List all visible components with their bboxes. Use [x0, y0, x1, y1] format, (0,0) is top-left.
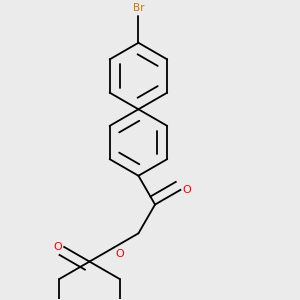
Text: Br: Br [133, 4, 144, 14]
Text: O: O [183, 185, 191, 195]
Text: O: O [53, 242, 62, 252]
Text: O: O [115, 249, 124, 259]
